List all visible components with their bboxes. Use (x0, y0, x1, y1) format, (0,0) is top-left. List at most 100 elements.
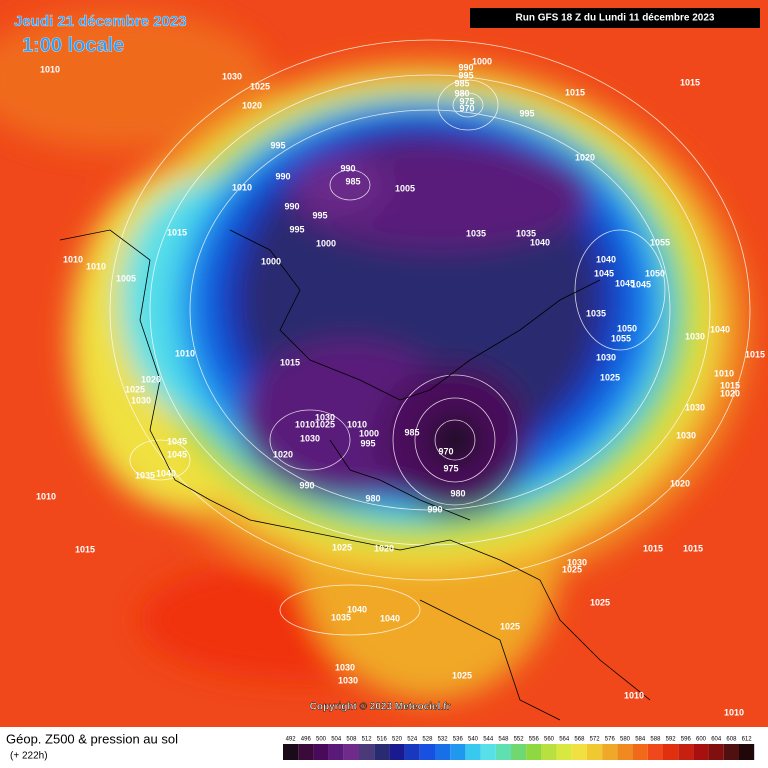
pressure-label: 1025 (600, 372, 620, 382)
colorbar-cell (541, 744, 557, 760)
pressure-label: 995 (458, 70, 473, 80)
pressure-label: 1040 (530, 237, 550, 247)
colorbar-cell (343, 744, 359, 760)
colorbar-label: 524 (407, 737, 418, 743)
pressure-label: 1025 (315, 419, 335, 429)
pressure-label: 1050 (617, 323, 637, 333)
pressure-label: 1010 (347, 419, 367, 429)
coastlines (59, 229, 651, 721)
pressure-label: 1025 (332, 542, 352, 552)
colorbar-label: 596 (681, 737, 692, 743)
colorbar-label: 504 (331, 737, 342, 743)
colorbar-cell (328, 744, 344, 760)
pressure-label: 1045 (594, 268, 614, 278)
colorbar-cell (723, 744, 739, 760)
pressure-label: 970 (438, 446, 453, 456)
colorbar-label: 604 (711, 737, 722, 743)
colorbar-label: 528 (422, 737, 433, 743)
pressure-label: 1035 (135, 470, 155, 480)
height-field (0, 10, 750, 700)
pressure-label: 990 (458, 62, 473, 72)
pressure-label: 1000 (316, 238, 336, 248)
run-label: Run GFS 18 Z du Lundi 11 décembre 2023 (516, 13, 715, 24)
pressure-label: 1045 (615, 278, 635, 288)
pressure-label: 1035 (466, 228, 486, 238)
pressure-label: 1005 (395, 183, 415, 193)
pressure-label: 985 (454, 78, 469, 88)
pressure-label: 1010 (40, 64, 60, 74)
colorbar-cell (526, 744, 542, 760)
pressure-label: 1030 (685, 331, 705, 341)
pressure-label: 1000 (261, 256, 281, 266)
colorbar-cell (587, 744, 603, 760)
isobars (109, 39, 751, 636)
colorbar-label: 492 (286, 737, 297, 743)
pressure-label: 1020 (242, 100, 262, 110)
colorbar-label: 532 (438, 737, 449, 743)
pressure-label: 1030 (338, 675, 358, 685)
pressure-label: 985 (404, 427, 419, 437)
colorbar-label: 508 (346, 737, 357, 743)
pressure-label: 1010 (86, 261, 106, 271)
colorbar-label: 572 (590, 737, 601, 743)
colorbar-label: 552 (514, 737, 525, 743)
pressure-label: 1000 (472, 56, 492, 66)
pressure-label: 1015 (280, 357, 300, 367)
pressure-label: 1015 (167, 227, 187, 237)
pressure-label: 1030 (315, 412, 335, 422)
colorbar-cell (571, 744, 587, 760)
pressure-label: 1040 (710, 324, 730, 334)
time-label: 1:00 locale (22, 34, 124, 56)
colorbar-cell (465, 744, 481, 760)
pressure-label: 1025 (125, 384, 145, 394)
pressure-label: 1025 (590, 597, 610, 607)
pressure-label: 1005 (116, 273, 136, 283)
colorbar-cell (480, 744, 496, 760)
date-label: Jeudi 21 décembre 2023 (14, 13, 187, 30)
colorbar-label: 584 (635, 737, 646, 743)
colorbar-label: 512 (362, 737, 373, 743)
colorbar-label: 520 (392, 737, 403, 743)
pressure-label: 995 (519, 108, 534, 118)
pressure-label: 1045 (631, 279, 651, 289)
colorbar-cell (602, 744, 618, 760)
pressure-label: 1020 (273, 449, 293, 459)
colorbar-cell (617, 744, 633, 760)
colorbar-label: 588 (650, 737, 661, 743)
pressure-label: 980 (454, 88, 469, 98)
pressure-label: 1025 (562, 564, 582, 574)
pressure-label: 990 (284, 201, 299, 211)
pressure-label: 1030 (222, 71, 242, 81)
pressure-label: 1020 (374, 543, 394, 553)
colorbar-cell (283, 744, 299, 760)
run-box (470, 8, 760, 28)
colorbar-cell (556, 744, 572, 760)
pressure-label: 1020 (575, 152, 595, 162)
colorbar-label: 568 (574, 737, 585, 743)
colorbar-cell (404, 744, 420, 760)
pressure-label: 1035 (331, 612, 351, 622)
pressure-label: 1015 (720, 380, 740, 390)
colorbar-label: 608 (726, 737, 737, 743)
pressure-label: 1035 (516, 228, 536, 238)
colorbar-cell (419, 744, 435, 760)
pressure-label: 1015 (745, 349, 765, 359)
pressure-label: 1030 (567, 557, 587, 567)
colorbar-label: 536 (453, 737, 464, 743)
pressure-label: 995 (270, 140, 285, 150)
pressure-label: 985 (345, 176, 360, 186)
pressure-label: 995 (312, 210, 327, 220)
pressure-label: 1030 (131, 395, 151, 405)
pressure-label: 1040 (596, 254, 616, 264)
pressure-label: 1020 (670, 478, 690, 488)
colorbar-label: 516 (377, 737, 388, 743)
pressure-label: 1040 (347, 604, 367, 614)
colorbar-cell (647, 744, 663, 760)
colorbar-label: 560 (544, 737, 555, 743)
pressure-label: 1045 (167, 449, 187, 459)
colorbar-cell (511, 744, 527, 760)
colorbar-cell (678, 744, 694, 760)
pressure-label: 1010 (63, 254, 83, 264)
pressure-label: 1055 (611, 333, 631, 343)
pressure-label: 1040 (380, 613, 400, 623)
